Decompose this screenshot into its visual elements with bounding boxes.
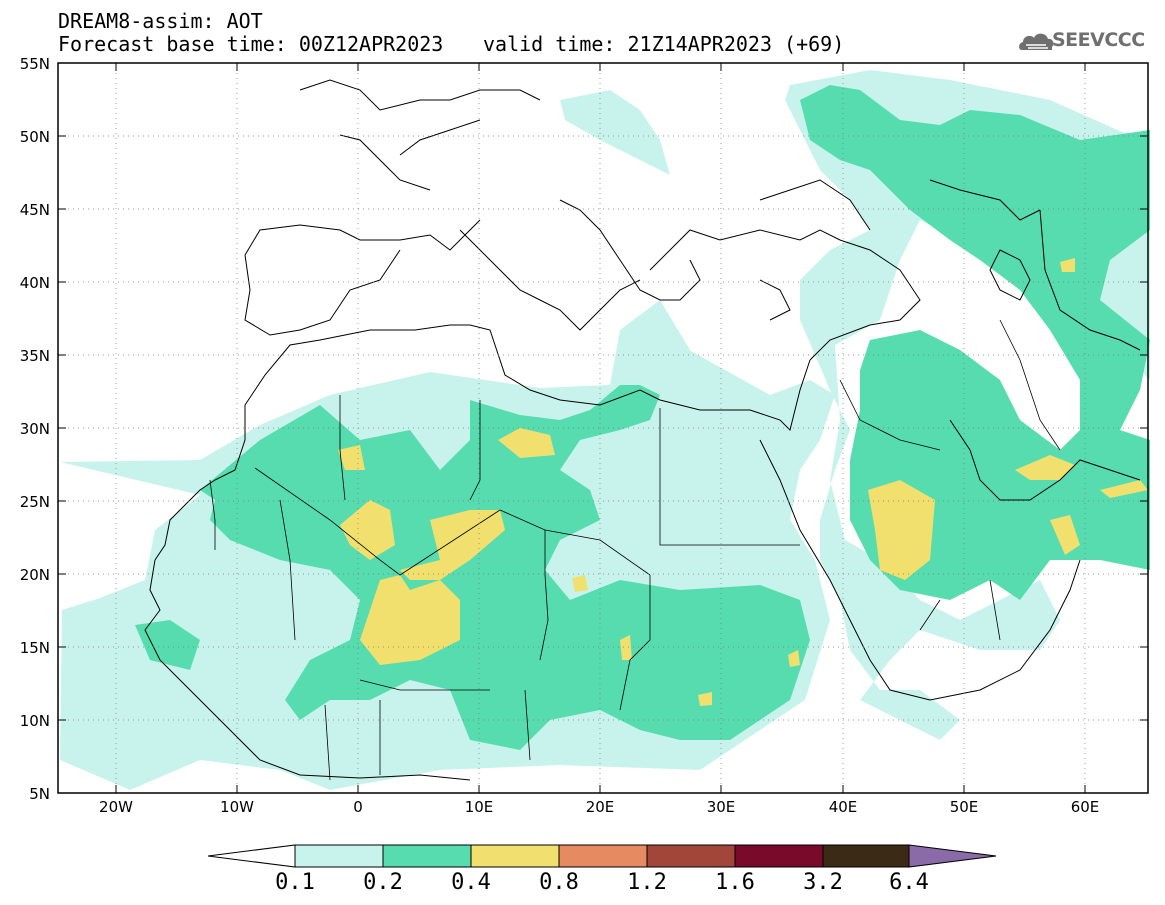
colorbar-bin-1.6-3.2 (734, 844, 824, 868)
lon-label-20e: 20E (585, 798, 615, 816)
lat-label-10n: 10N (19, 712, 50, 730)
colorbar-high-arrow (908, 844, 997, 868)
colorbar-label: 3.2 (803, 870, 843, 895)
colorbar-bin-0.8-1.2 (558, 844, 648, 868)
colorbar-label: 0.4 (451, 870, 491, 895)
colorbar-bin-0.1-0.2 (294, 844, 384, 868)
forecast-base-time: Forecast base time: 00Z12APR2023 (58, 32, 444, 56)
coastlines (144, 79, 1141, 781)
lat-label-25n: 25N (19, 493, 50, 511)
lon-label-10w: 10W (220, 798, 254, 816)
axis-ticks (58, 62, 1148, 794)
lat-lon-grid (58, 63, 1148, 793)
colorbar-low-arrow (207, 844, 296, 868)
colorbar-label: 0.8 (539, 870, 579, 895)
lon-label-30e: 30E (706, 798, 736, 816)
colorbar (207, 844, 997, 868)
colorbar-bin-1.2-1.6 (646, 844, 736, 868)
lat-label-40n: 40N (19, 274, 50, 292)
lat-label-50n: 50N (19, 128, 50, 146)
lat-label-30n: 30N (19, 420, 50, 438)
country-borders (209, 319, 1061, 781)
lat-label-55n: 55N (19, 55, 50, 73)
colorbar-label: 6.4 (889, 870, 929, 895)
colorbar-bin-0.2-0.4 (382, 844, 472, 868)
lat-label-20n: 20N (19, 566, 50, 584)
aot-field-0.4-0.8 (338, 258, 1148, 706)
colorbar-bin-0.4-0.8 (470, 844, 560, 868)
lat-label-5n: 5N (29, 785, 50, 803)
logo-text: SEEVCCC (1052, 29, 1145, 51)
colorbar-label: 1.2 (627, 870, 667, 895)
lon-label-20w: 20W (99, 798, 133, 816)
colorbar-label: 0.1 (275, 870, 315, 895)
plot-title: DREAM8-assim: AOT (58, 9, 263, 33)
lon-label-50e: 50E (949, 798, 979, 816)
colorbar-bin-3.2-6.4 (822, 844, 910, 868)
colorbar-label: 1.6 (715, 870, 755, 895)
lon-label-60e: 60E (1070, 798, 1100, 816)
valid-time: valid time: 21Z14APR2023 (+69) (483, 32, 845, 56)
lat-label-45n: 45N (19, 201, 50, 219)
lon-label-10e: 10E (464, 798, 494, 816)
cloud-logo-icon (1019, 33, 1054, 50)
lat-label-15n: 15N (19, 639, 50, 657)
colorbar-label: 0.2 (363, 870, 403, 895)
lat-label-35n: 35N (19, 347, 50, 365)
lon-label-40e: 40E (828, 798, 858, 816)
lon-label-0: 0 (353, 798, 363, 816)
